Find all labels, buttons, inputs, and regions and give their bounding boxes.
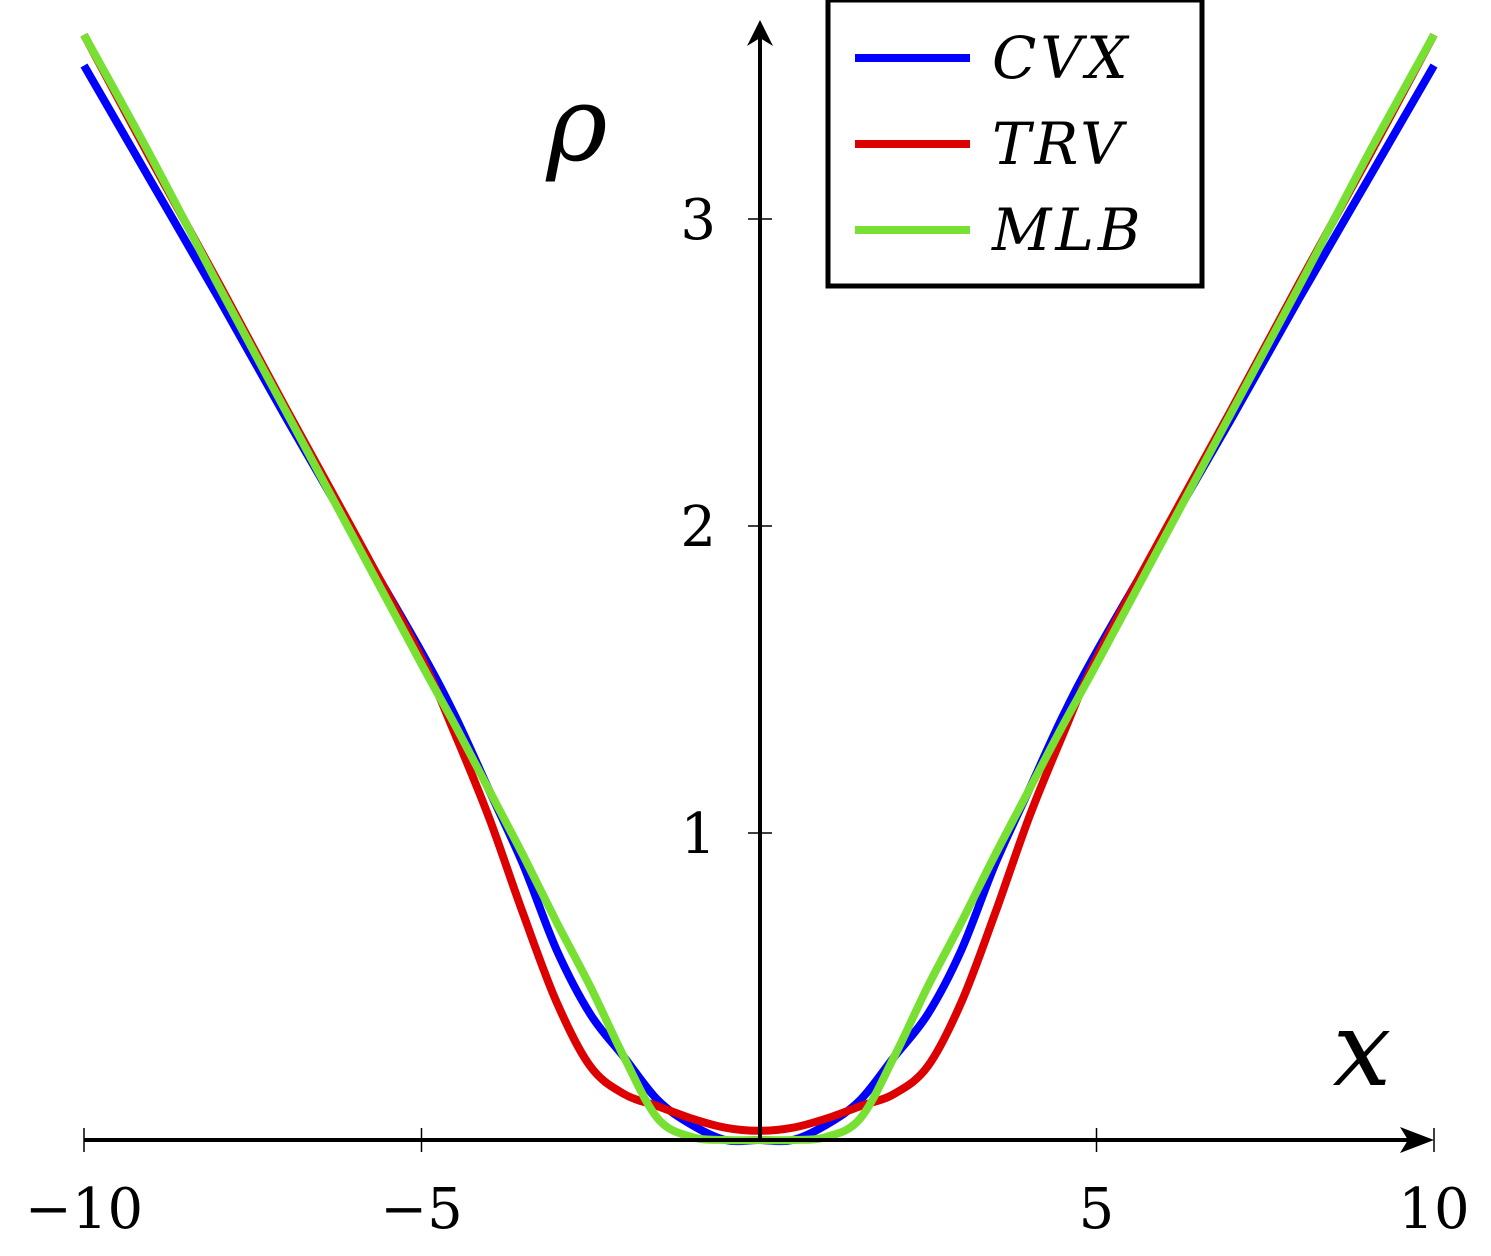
legend-label-cvx: CVX [992,24,1132,92]
x-tick-label: 10 [1398,1177,1469,1242]
legend: CVX TRV MLB [825,0,1205,289]
y-tick-label: 1 [680,802,716,867]
x-axis-label: x [1333,988,1392,1110]
y-axis-arrowhead [747,20,773,46]
x-tick-label: 5 [1079,1177,1115,1242]
y-axis-label: ρ [545,63,607,185]
legend-label-trv: TRV [992,110,1127,178]
legend-label-mlb: MLB [991,196,1145,264]
ticks-layer: −10 −5 5 10 1 2 3 [25,188,1470,1242]
axes: x ρ [84,20,1434,1153]
x-tick-label: −5 [380,1177,463,1242]
y-tick-label: 3 [680,188,716,253]
x-axis-arrowhead [1400,1127,1434,1153]
x-tick-label: −10 [25,1177,143,1242]
y-tick-label: 2 [680,495,716,560]
